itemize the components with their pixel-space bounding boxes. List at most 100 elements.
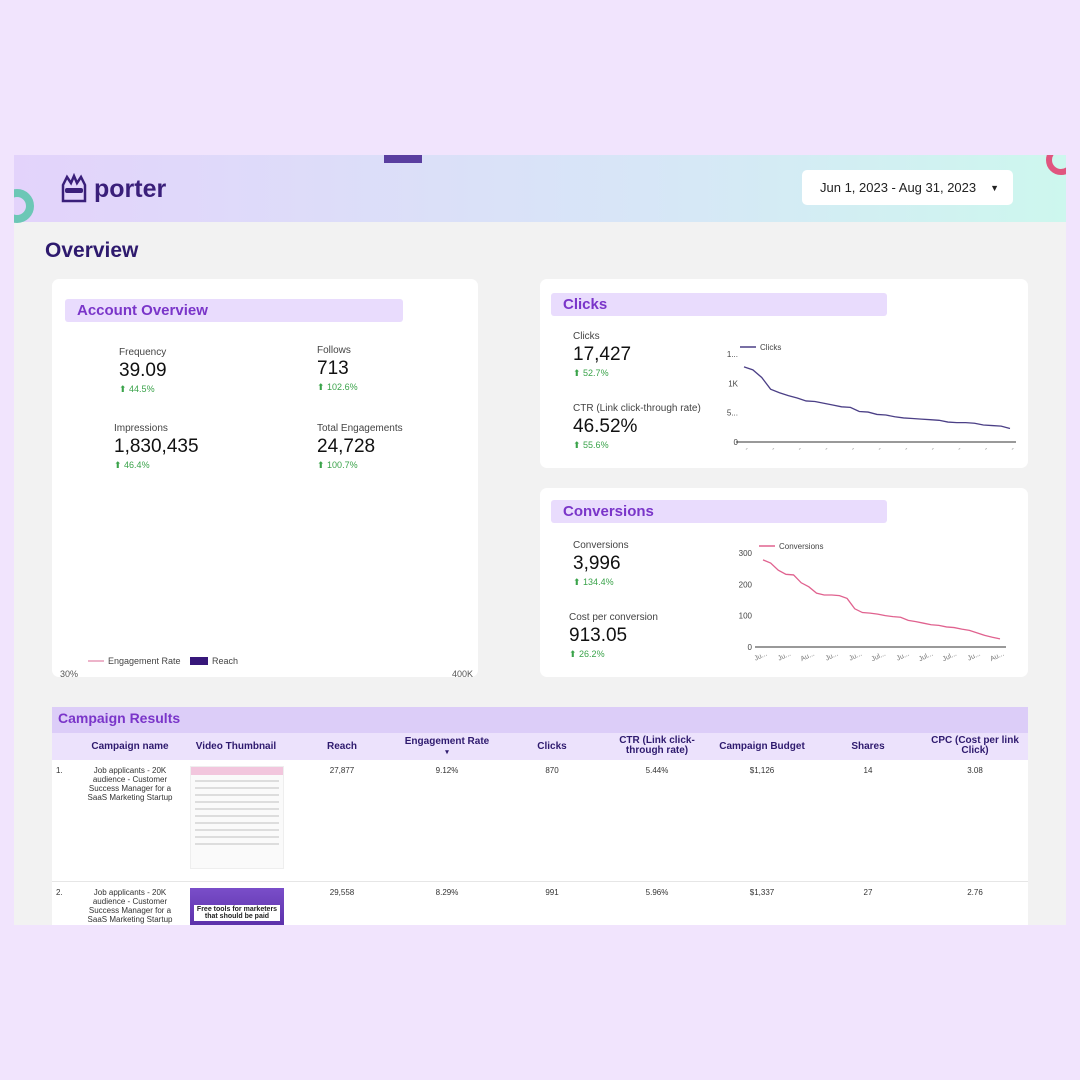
- text: 46.4%: [124, 460, 150, 470]
- x-tick: -: [930, 445, 936, 453]
- x-tick: Ju...: [777, 651, 792, 663]
- kpi-conversions: Conversions 3,996 ⬆ 134.4%: [573, 540, 629, 587]
- text: 3,996: [573, 553, 621, 574]
- text: 14: [863, 766, 873, 775]
- date-range-value: Jun 1, 2023 - Aug 31, 2023: [820, 180, 977, 195]
- text: 100.7%: [327, 460, 358, 470]
- col-video-thumbnail[interactable]: Video Thumbnail: [195, 741, 277, 752]
- sort-icon: ▾: [445, 749, 449, 756]
- x-tick: Au...: [800, 651, 816, 663]
- kpi-clicks: Clicks 17,427 ⬆ 52.7%: [573, 331, 632, 378]
- col-reach[interactable]: Reach: [326, 741, 357, 752]
- col-campaign-name[interactable]: Campaign name: [91, 741, 169, 752]
- text: 5.44%: [645, 766, 669, 775]
- col-ctr[interactable]: CTR (Link click-through rate): [619, 735, 695, 756]
- x-tick: -: [904, 445, 910, 453]
- text: Engagement Rate: [404, 736, 490, 747]
- y-tick: 300: [739, 549, 753, 558]
- text: 870: [545, 766, 559, 775]
- header: porter Jun 1, 2023 - Aug 31, 2023 ▼: [14, 155, 1066, 223]
- text: 24,728: [317, 436, 376, 457]
- text: 9.12%: [435, 766, 459, 775]
- legend-label: Clicks: [760, 343, 781, 352]
- text: 39.09: [119, 360, 167, 381]
- text: Free tools for marketers that should be …: [194, 905, 280, 921]
- kpi-total-engagements: Total Engagements 24,728 ⬆ 100.7%: [317, 423, 403, 470]
- text: 17,427: [573, 344, 632, 365]
- line-conversions: [762, 559, 1001, 640]
- text: 46.52%: [573, 416, 638, 437]
- text: Impressions: [114, 423, 168, 434]
- text: 55.6%: [583, 440, 609, 450]
- text: 134.4%: [583, 577, 614, 587]
- table-row[interactable]: 2. Job applicants - 20K audience - Custo…: [52, 882, 1028, 925]
- text: CTR (Link click-through rate): [573, 403, 701, 414]
- video-thumbnail[interactable]: [190, 766, 284, 869]
- text: 3.08: [967, 766, 983, 775]
- text: 27: [863, 888, 873, 897]
- legend-swatch-icon: [190, 657, 208, 665]
- account-overview-card: Account Overview Frequency 39.09 ⬆ 44.5% F…: [52, 279, 478, 677]
- x-tick: Au...: [989, 651, 1005, 663]
- x-tick: -: [984, 445, 990, 453]
- text: 29,558: [329, 888, 355, 897]
- text: 44.5%: [129, 384, 155, 394]
- text: 102.6%: [327, 382, 358, 392]
- text: $1,337: [749, 888, 775, 897]
- decor-circle: [1046, 155, 1066, 175]
- legend-label: Engagement Rate: [108, 656, 181, 666]
- page-title: Overview: [45, 239, 139, 262]
- decor-bar: [384, 155, 422, 163]
- text: $1,126: [749, 766, 775, 775]
- video-thumbnail[interactable]: Free tools for marketers that should be …: [190, 888, 284, 925]
- text: 27,877: [329, 766, 355, 775]
- x-tick: -: [957, 445, 963, 453]
- engagement-reach-chart: Engagement RateReach0%10%20%30%0100K200K…: [60, 656, 473, 677]
- col-cpc[interactable]: CPC (Cost per link Click): [931, 735, 1019, 756]
- col-campaign-budget[interactable]: Campaign Budget: [719, 741, 805, 752]
- x-tick: Ju...: [824, 651, 839, 663]
- x-tick: -: [877, 445, 883, 453]
- text: 991: [545, 888, 559, 897]
- text: 1.: [56, 766, 63, 775]
- text: Frequency: [119, 347, 167, 358]
- x-tick: -: [824, 445, 830, 453]
- y-tick: 1...: [727, 350, 738, 359]
- x-tick: Ju...: [896, 651, 911, 663]
- col-clicks[interactable]: Clicks: [537, 741, 567, 752]
- x-tick: -: [771, 445, 777, 453]
- text: 26.2%: [579, 649, 605, 659]
- y-left-tick: 30%: [60, 669, 78, 677]
- kpi-follows: Follows 713 ⬆ 102.6%: [317, 345, 358, 392]
- x-tick: -: [1010, 445, 1016, 453]
- campaign-name: Job applicants - 20K audience - Customer…: [87, 888, 173, 924]
- y-tick: 0: [748, 643, 753, 652]
- card-title: Conversions: [551, 500, 887, 523]
- text: 2.: [56, 888, 63, 897]
- decor-circle: [14, 189, 34, 223]
- x-tick: -: [744, 445, 750, 453]
- legend-label: Conversions: [779, 542, 823, 551]
- campaign-name: Job applicants - 20K audience - Customer…: [87, 766, 173, 802]
- x-tick: Jul...: [918, 651, 934, 664]
- col-shares[interactable]: Shares: [851, 741, 885, 752]
- kpi-frequency: Frequency 39.09 ⬆ 44.5%: [119, 347, 167, 394]
- legend-label: Reach: [212, 656, 238, 666]
- kpi-ctr: CTR (Link click-through rate) 46.52% ⬆ 55.…: [573, 403, 701, 450]
- card-title: Clicks: [551, 293, 887, 316]
- text: 713: [317, 358, 349, 379]
- text: 5.96%: [645, 888, 669, 897]
- logo: porter: [58, 173, 166, 205]
- date-range-picker[interactable]: Jun 1, 2023 - Aug 31, 2023 ▼: [802, 170, 1013, 205]
- kpi-impressions: Impressions 1,830,435 ⬆ 46.4%: [114, 423, 199, 470]
- dropdown-caret-icon: ▼: [990, 182, 999, 193]
- y-tick: 200: [739, 580, 753, 589]
- y-tick: 100: [739, 612, 753, 621]
- clicks-card: Clicks Clicks 17,427 ⬆ 52.7% CTR (Link cli…: [540, 279, 1028, 468]
- col-engagement-rate[interactable]: Engagement Rate ▾: [392, 737, 502, 758]
- table-header-row: Campaign name Video Thumbnail Reach Enga…: [52, 733, 1028, 760]
- table-row[interactable]: 1. Job applicants - 20K audience - Custo…: [52, 760, 1028, 882]
- text: 8.29%: [435, 888, 459, 897]
- y-right-tick: 400K: [452, 669, 473, 677]
